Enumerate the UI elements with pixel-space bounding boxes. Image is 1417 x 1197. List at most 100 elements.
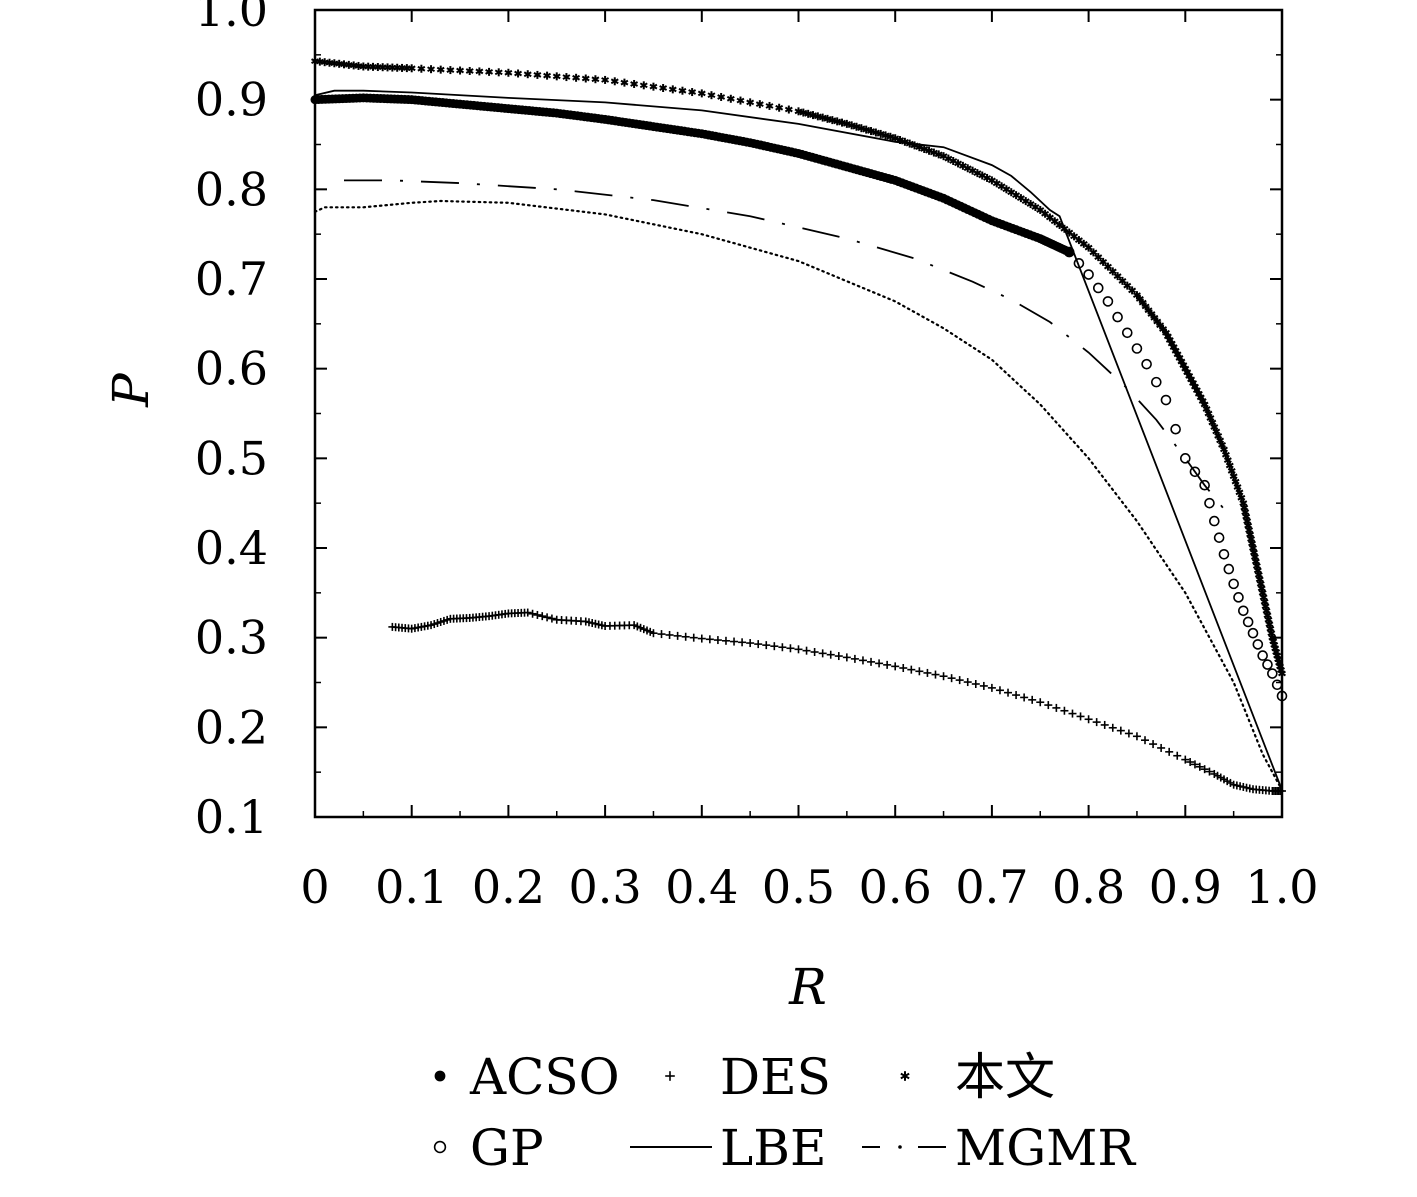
data-point — [1108, 723, 1117, 732]
data-point — [721, 636, 730, 645]
data-point — [1238, 605, 1249, 617]
data-point — [1012, 191, 1021, 200]
data-point — [907, 665, 916, 674]
series-line-solid — [314, 89, 1283, 791]
data-point — [552, 72, 561, 81]
data-point — [746, 98, 755, 107]
data-point — [523, 608, 532, 617]
data-point — [697, 634, 706, 643]
data-point — [1170, 423, 1181, 435]
series-filled-circle — [310, 93, 1074, 257]
data-point — [818, 649, 827, 658]
data-point — [1112, 311, 1123, 323]
data-point — [1092, 718, 1101, 727]
data-point — [810, 648, 819, 657]
data-point — [883, 660, 892, 669]
legend-swatch-asterisk — [900, 1071, 910, 1081]
data-point — [630, 79, 639, 88]
data-point — [1124, 729, 1133, 738]
legend-label: LBE — [720, 1119, 826, 1177]
data-point — [939, 672, 948, 681]
data-point — [1150, 376, 1162, 388]
data-point — [543, 71, 552, 80]
series-dash-dot — [344, 179, 1235, 522]
x-tick-label: 0.9 — [1149, 860, 1222, 914]
data-point — [867, 657, 876, 666]
data-point — [857, 124, 866, 133]
data-point — [1044, 701, 1053, 710]
data-point — [881, 131, 890, 140]
data-point — [842, 653, 851, 662]
data-point — [1223, 456, 1232, 465]
data-point — [1064, 247, 1074, 257]
data-point — [1052, 703, 1061, 712]
y-tick-label: 1.0 — [195, 0, 268, 37]
legend-item: ACSO — [434, 1048, 620, 1106]
data-point — [1123, 281, 1132, 290]
data-point — [1173, 751, 1182, 760]
legend-label: 本文 — [955, 1048, 1055, 1106]
data-point — [915, 667, 924, 676]
data-point — [794, 645, 803, 654]
legend-swatch-dash-dot — [862, 1145, 946, 1149]
data-point — [1068, 709, 1077, 718]
data-point — [1092, 282, 1104, 294]
data-point — [417, 64, 426, 73]
data-point — [383, 63, 392, 72]
x-tick-label: 0.5 — [762, 860, 835, 914]
data-point — [1076, 712, 1085, 721]
data-point — [1036, 698, 1045, 707]
data-point — [1271, 679, 1283, 691]
data-point — [876, 129, 885, 138]
ticks-layer: 0 0.1 0.2 0.3 0.4 0.5 0.6 0.7 0.8 0.9 1.0 1.0 0.9 0.8… — [195, 0, 1319, 914]
data-point — [649, 629, 658, 638]
data-point — [1186, 758, 1195, 767]
data-point — [871, 128, 880, 137]
data-point — [1102, 296, 1114, 307]
legend: ACSO DES 本文 GP LBE MGMR — [433, 1048, 1136, 1177]
series-line-dotted — [313, 199, 1284, 792]
data-point — [923, 668, 932, 677]
data-point — [398, 63, 406, 72]
data-point — [852, 122, 861, 131]
legend-item: MGMR — [862, 1119, 1136, 1177]
data-point — [591, 75, 600, 84]
data-point — [1157, 743, 1166, 752]
data-point — [850, 654, 859, 663]
y-tick-label: 0.1 — [195, 790, 268, 844]
series-open-circle — [1063, 246, 1288, 702]
data-point — [1213, 532, 1225, 543]
data-point — [388, 63, 397, 72]
data-point — [1141, 736, 1150, 745]
data-point — [992, 179, 1001, 188]
data-point — [1060, 706, 1069, 715]
data-point — [802, 646, 811, 655]
data-point — [754, 640, 763, 649]
data-point — [899, 664, 908, 673]
series-asterisk — [311, 57, 1286, 678]
y-tick-label: 0.5 — [195, 431, 268, 485]
data-point — [1103, 262, 1112, 271]
data-point — [1181, 755, 1190, 764]
data-point — [504, 68, 513, 77]
data-point — [738, 638, 747, 647]
data-point — [1012, 691, 1021, 700]
data-point — [1209, 515, 1220, 527]
data-point — [736, 96, 745, 105]
data-point — [987, 683, 996, 692]
data-point — [1204, 497, 1215, 509]
data-point — [1189, 466, 1201, 478]
data-point — [697, 89, 706, 98]
x-tick-label: 0.2 — [472, 860, 545, 914]
data-point — [673, 631, 682, 640]
data-point — [1237, 493, 1246, 502]
series-solid — [314, 89, 1283, 791]
series-layer — [310, 57, 1288, 795]
data-point — [971, 679, 980, 688]
data-point — [1118, 276, 1127, 285]
data-point — [1002, 185, 1011, 194]
data-point — [649, 82, 658, 91]
data-point — [465, 66, 474, 75]
data-point — [765, 101, 774, 110]
